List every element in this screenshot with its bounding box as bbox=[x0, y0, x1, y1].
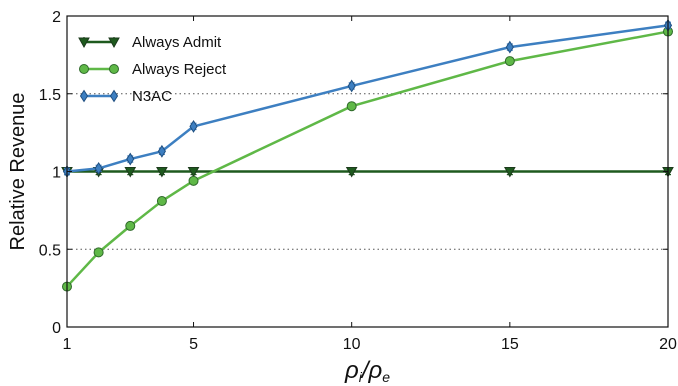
legend-label: Always Reject bbox=[132, 61, 227, 78]
legend-label: Always Admit bbox=[132, 34, 222, 51]
data-point bbox=[93, 247, 104, 258]
data-point bbox=[345, 167, 358, 178]
x-tick-label: 20 bbox=[659, 336, 677, 353]
legend: Always Admit Always Reject N3AC bbox=[78, 34, 227, 105]
y-tick-label: 2 bbox=[52, 9, 61, 26]
x-tick-label: 1 bbox=[63, 336, 72, 353]
legend-item: Always Admit bbox=[78, 34, 222, 51]
x-axis-title: ρi/ρe bbox=[344, 357, 390, 385]
series-layer bbox=[61, 18, 674, 292]
data-point bbox=[126, 152, 135, 166]
x-axis-title-main-2: ρ bbox=[368, 357, 383, 384]
legend-swatch-marker bbox=[109, 89, 119, 103]
y-tick-label: 0.5 bbox=[39, 242, 61, 259]
data-point bbox=[346, 101, 357, 112]
data-point bbox=[187, 167, 200, 178]
legend-label: N3AC bbox=[132, 88, 172, 105]
data-point bbox=[157, 144, 166, 158]
legend-swatch-marker bbox=[109, 64, 119, 74]
data-point bbox=[124, 167, 137, 178]
x-axis-title-main-1: ρ bbox=[344, 357, 359, 384]
series-n3ac bbox=[62, 18, 673, 178]
data-point bbox=[347, 79, 356, 93]
data-point bbox=[503, 167, 516, 178]
x-tick-label: 5 bbox=[189, 336, 198, 353]
legend-swatch-marker bbox=[78, 37, 90, 49]
x-tick-label: 10 bbox=[343, 336, 361, 353]
data-point bbox=[189, 119, 198, 133]
series-line bbox=[66, 24, 669, 173]
data-point bbox=[188, 175, 199, 186]
data-point bbox=[94, 161, 103, 175]
data-point bbox=[125, 220, 136, 231]
x-axis-title-slash: / bbox=[360, 357, 371, 384]
x-tick-label: 15 bbox=[501, 336, 519, 353]
axis-layer: 00.511.521 5 10 15 20 bbox=[39, 9, 677, 353]
x-axis-title-sub-1: i bbox=[359, 369, 363, 385]
data-point bbox=[156, 167, 168, 178]
legend-swatch-marker bbox=[79, 64, 89, 74]
y-tick-label: 0 bbox=[52, 320, 61, 337]
data-point bbox=[504, 56, 515, 67]
y-tick-label: 1.5 bbox=[39, 87, 61, 104]
x-axis-title-sub-2: e bbox=[382, 369, 390, 385]
y-tick-label: 1 bbox=[52, 165, 61, 182]
legend-swatch-marker bbox=[79, 89, 89, 103]
series-always-admit bbox=[61, 167, 674, 178]
legend-item: N3AC bbox=[79, 88, 172, 105]
legend-item: Always Reject bbox=[79, 61, 227, 78]
data-point bbox=[505, 40, 514, 54]
legend-swatch-marker bbox=[108, 37, 120, 49]
data-point bbox=[156, 196, 167, 207]
series-line bbox=[66, 30, 669, 288]
y-axis-title: Relative Revenue bbox=[7, 93, 29, 251]
